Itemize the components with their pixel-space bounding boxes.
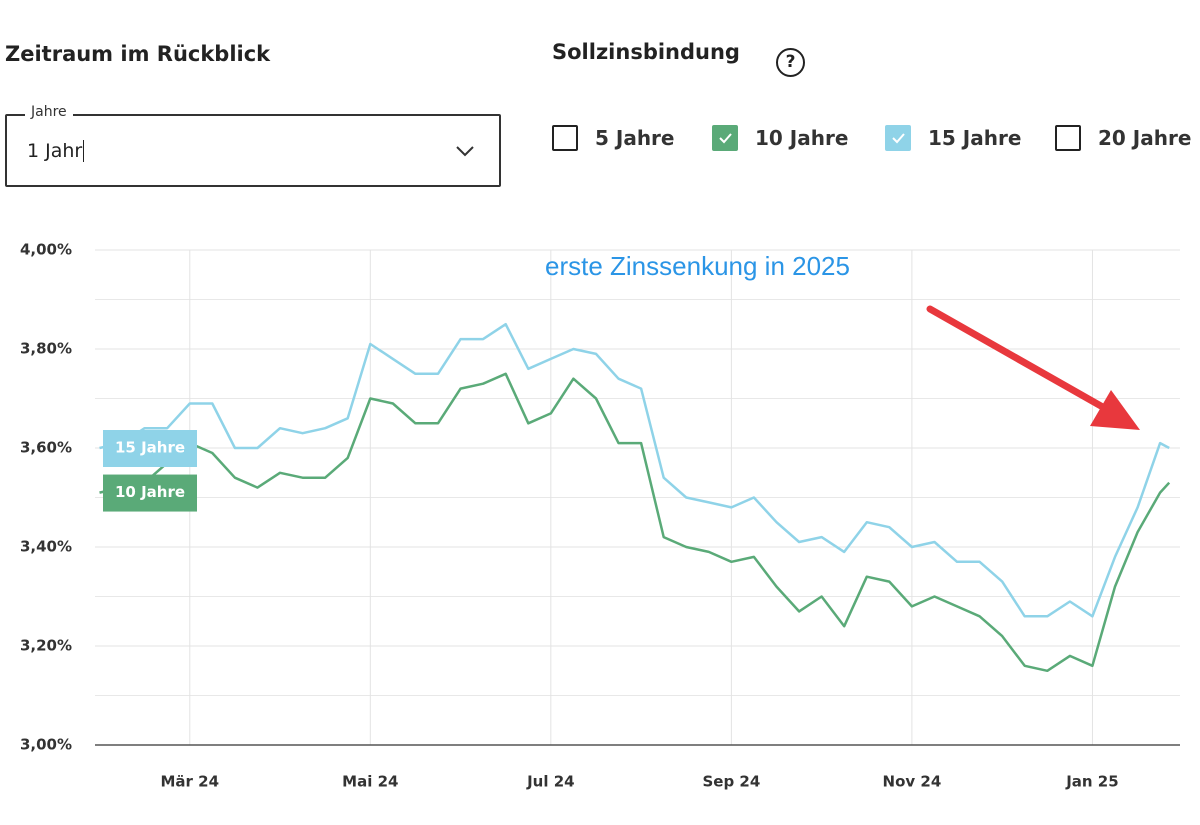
x-tick-label: Jul 24 (526, 773, 575, 791)
checkbox[interactable] (1055, 125, 1081, 151)
checkmark (719, 133, 732, 144)
annotation-arrow (926, 305, 1112, 414)
help-icon[interactable]: ? (776, 48, 805, 77)
series-label-box (103, 430, 197, 467)
period-title: Zeitraum im Rückblick (5, 42, 271, 66)
option-label: 20 Jahre (1098, 126, 1192, 150)
y-tick-label: 3,40% (20, 538, 72, 556)
checkbox[interactable] (885, 125, 911, 151)
x-tick-label: Mai 24 (342, 773, 398, 791)
option-label: 10 Jahre (755, 126, 849, 150)
y-tick-label: 4,00% (20, 241, 72, 259)
series-label: 10 Jahre (115, 483, 185, 501)
x-tick-label: Jan 25 (1065, 773, 1118, 791)
option-label: 5 Jahre (595, 126, 675, 150)
select-label: Jahre (25, 104, 73, 120)
series-label: 15 Jahre (115, 439, 185, 457)
y-tick-label: 3,60% (20, 439, 72, 457)
y-tick-label: 3,80% (20, 340, 72, 358)
y-tick-label: 3,00% (20, 736, 72, 754)
x-tick-label: Mär 24 (161, 773, 220, 791)
period-select[interactable]: Jahre 1 Jahr (5, 104, 501, 187)
x-tick-label: Nov 24 (883, 773, 942, 791)
chevron (456, 146, 474, 157)
binding-title: Sollzinsbindung (552, 40, 740, 64)
checkmark (892, 133, 905, 144)
select-value: 1 Jahr (27, 140, 85, 162)
checkbox[interactable] (712, 125, 738, 151)
annotation-arrowhead (1090, 390, 1140, 430)
x-tick-label: Sep 24 (702, 773, 760, 791)
option-label: 15 Jahre (928, 126, 1022, 150)
series-label-box (103, 474, 197, 512)
annotation: erste Zinssenkung in 2025 (545, 251, 850, 281)
series-line (99, 372, 1171, 673)
y-tick-label: 3,20% (20, 637, 72, 655)
checkbox[interactable] (552, 125, 578, 151)
series-line (99, 322, 1170, 618)
